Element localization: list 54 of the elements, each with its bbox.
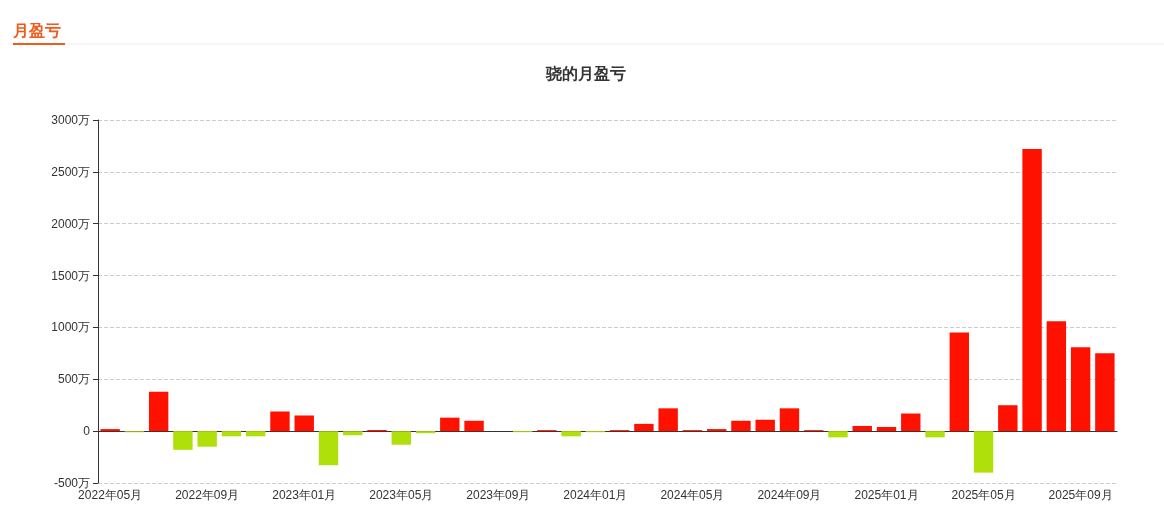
bar xyxy=(828,431,848,438)
bar xyxy=(343,431,363,436)
bar xyxy=(1022,149,1042,432)
bar xyxy=(901,413,921,432)
bar xyxy=(561,431,581,437)
bar xyxy=(270,411,290,432)
bar xyxy=(998,405,1018,432)
y-tick-label: 1000万 xyxy=(51,320,90,335)
y-tick-label: 500万 xyxy=(57,372,90,387)
bar xyxy=(391,431,411,445)
x-tick-label: 2024年09月 xyxy=(757,488,822,502)
x-tick-label: 2024年05月 xyxy=(660,488,725,502)
bar xyxy=(706,429,727,432)
bar xyxy=(925,431,945,438)
y-tick-label: 3000万 xyxy=(51,113,90,127)
chart-title: 骁的月盈亏 xyxy=(545,64,626,82)
bar xyxy=(755,419,775,432)
bar xyxy=(779,408,800,432)
bar xyxy=(634,423,654,432)
bar xyxy=(852,425,872,432)
text: 月盈亏 xyxy=(12,21,61,39)
bar xyxy=(949,332,969,432)
bar xyxy=(973,431,994,473)
bar xyxy=(318,431,339,466)
bar xyxy=(1095,353,1115,432)
y-tick-label: 0 xyxy=(83,424,91,439)
bar xyxy=(464,420,484,432)
bar xyxy=(246,431,266,437)
bar xyxy=(173,431,193,450)
y-tick-label: 1500万 xyxy=(51,268,90,283)
x-tick-label: 2025年05月 xyxy=(951,488,1016,502)
x-tick-label: 2023年01月 xyxy=(272,488,337,502)
bar xyxy=(658,408,678,432)
x-tick-label: 2022年09月 xyxy=(175,488,240,502)
y-tick-label: 2500万 xyxy=(51,164,90,179)
bar xyxy=(221,431,242,437)
x-tick-label: 2024年01月 xyxy=(563,488,628,502)
x-tick-label: 2023年09月 xyxy=(466,488,531,502)
y-tick-label: -500万 xyxy=(53,476,90,490)
bar xyxy=(100,429,120,432)
bar xyxy=(294,415,314,432)
bar xyxy=(1070,347,1091,432)
bar xyxy=(1046,321,1067,432)
bar xyxy=(440,417,460,432)
x-tick-label: 2023年05月 xyxy=(369,488,434,502)
y-tick-label: 2000万 xyxy=(51,216,90,231)
bar xyxy=(197,431,217,447)
x-tick-label: 2025年09月 xyxy=(1048,488,1113,502)
bar xyxy=(148,391,169,432)
x-tick-label: 2022年05月 xyxy=(78,488,143,502)
bar xyxy=(415,431,436,434)
bar xyxy=(876,426,897,432)
x-tick-label: 2025年01月 xyxy=(854,488,919,502)
bar xyxy=(731,420,751,432)
